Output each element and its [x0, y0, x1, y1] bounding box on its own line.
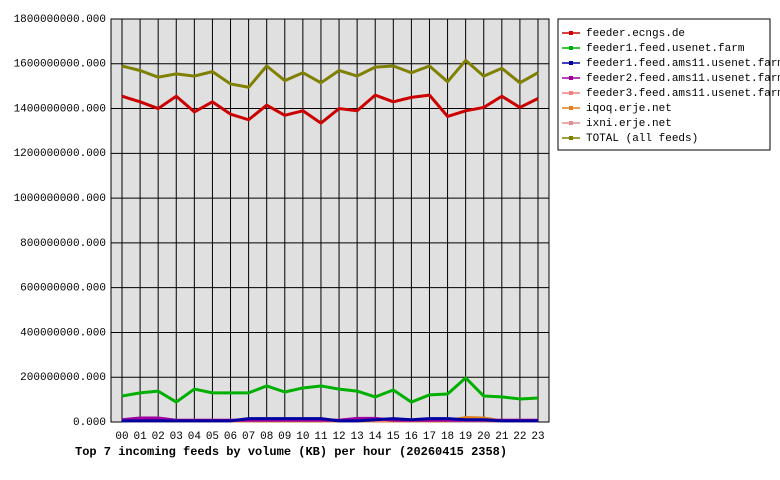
x-tick-label: 14	[369, 431, 383, 443]
x-tick-label: 20	[477, 431, 490, 443]
series-line	[121, 376, 539, 404]
series-line	[122, 417, 538, 423]
legend-label: feeder1.feed.ams11.usenet.farm	[586, 58, 780, 70]
legend-marker	[569, 121, 573, 125]
y-tick-label: 200000000.000	[20, 372, 106, 384]
x-tick-label: 22	[513, 431, 526, 443]
x-tick-label: 12	[332, 431, 345, 443]
legend-label: TOTAL (all feeds)	[586, 133, 698, 145]
x-tick-label: 10	[296, 431, 309, 443]
legend-marker	[569, 31, 573, 35]
legend-label: iqoq.erje.net	[586, 103, 672, 115]
x-tick-label: 23	[531, 431, 544, 443]
legend-label: feeder3.feed.ams11.usenet.farm	[586, 88, 780, 100]
y-tick-label: 600000000.000	[20, 283, 106, 295]
y-tick-label: 400000000.000	[20, 327, 106, 339]
y-tick-label: 800000000.000	[20, 238, 106, 250]
x-tick-label: 06	[224, 431, 237, 443]
x-tick-label: 09	[278, 431, 291, 443]
legend-label: feeder2.feed.ams11.usenet.farm	[586, 73, 780, 85]
legend-label: ixni.erje.net	[586, 118, 672, 130]
legend-marker	[569, 61, 573, 65]
legend-marker	[569, 106, 573, 110]
x-tick-label: 16	[405, 431, 418, 443]
x-tick-label: 04	[188, 431, 202, 443]
x-tick-label: 15	[387, 431, 400, 443]
series-line	[121, 58, 539, 89]
plot-area	[110, 18, 550, 423]
x-tick-label: 02	[152, 431, 165, 443]
series-line	[121, 93, 539, 125]
x-tick-label: 07	[242, 431, 255, 443]
y-tick-label: 1200000000.000	[14, 148, 106, 160]
x-tick-label: 21	[495, 431, 509, 443]
x-tick-label: 03	[170, 431, 183, 443]
legend-box	[557, 18, 771, 151]
x-tick-label: 05	[206, 431, 219, 443]
legend-label: feeder1.feed.usenet.farm	[586, 43, 745, 55]
x-tick-label: 11	[314, 431, 328, 443]
y-tick-label: 1000000000.000	[14, 193, 106, 205]
x-tick-label: 19	[459, 431, 472, 443]
y-tick-label: 0.000	[73, 417, 106, 429]
x-tick-label: 08	[260, 431, 273, 443]
legend-marker	[569, 46, 573, 50]
legend-label: feeder.ecngs.de	[586, 28, 685, 40]
y-tick-label: 1800000000.000	[14, 14, 106, 26]
legend-marker	[569, 76, 573, 80]
x-tick-label: 18	[441, 431, 454, 443]
x-tick-label: 00	[115, 431, 128, 443]
legend-marker	[569, 91, 573, 95]
x-tick-label: 17	[423, 431, 436, 443]
y-tick-label: 1600000000.000	[14, 59, 106, 71]
x-tick-label: 01	[133, 431, 147, 443]
x-tick-label: 13	[351, 431, 364, 443]
legend-marker	[569, 136, 573, 140]
chart-title: Top 7 incoming feeds by volume (KB) per …	[75, 445, 507, 459]
y-tick-label: 1400000000.000	[14, 103, 106, 115]
